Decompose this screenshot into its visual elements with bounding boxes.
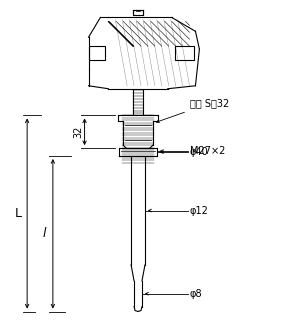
Bar <box>89 46 105 60</box>
Text: φ40: φ40 <box>189 147 208 157</box>
Text: 32: 32 <box>74 126 84 138</box>
Text: L: L <box>15 207 22 220</box>
Text: φ12: φ12 <box>189 205 209 215</box>
Text: 板手 S－32: 板手 S－32 <box>157 98 229 123</box>
Text: l: l <box>42 227 46 240</box>
Bar <box>175 46 194 60</box>
Text: φ8: φ8 <box>189 289 202 299</box>
Text: M27×2: M27×2 <box>189 146 225 156</box>
Bar <box>133 9 143 16</box>
